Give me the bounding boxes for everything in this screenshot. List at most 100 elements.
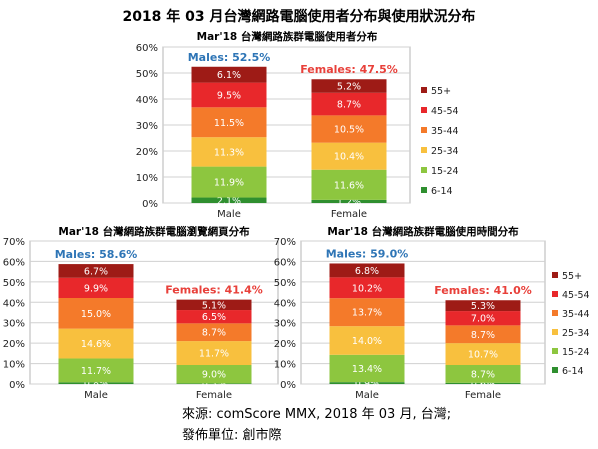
y-tick-label: 0% xyxy=(142,199,158,210)
bar-segment xyxy=(58,328,134,359)
legend-label: 45-54 xyxy=(431,106,459,117)
legend-label: 55+ xyxy=(431,86,451,97)
data-label: 2.1% xyxy=(217,196,241,207)
data-label: 0.8% xyxy=(84,379,108,390)
y-tick-label: 0% xyxy=(9,380,25,391)
y-tick-label: 50% xyxy=(3,278,25,289)
x-tick-label: Female xyxy=(465,390,501,401)
y-tick-label: 0% xyxy=(280,380,296,391)
bar-segment xyxy=(191,107,267,138)
source-line-1: 來源: comScore MMX, 2018 年 03 月, 台灣; xyxy=(182,407,452,422)
y-tick-label: 70% xyxy=(274,237,296,248)
data-label: 13.4% xyxy=(352,364,382,375)
bar-segment xyxy=(445,343,521,366)
bar-total-label: Males: 52.5% xyxy=(188,51,271,64)
bar-segment xyxy=(445,382,521,384)
bar-segment xyxy=(329,382,405,384)
data-label: 5.1% xyxy=(202,300,226,311)
legend-label: 55+ xyxy=(562,271,582,282)
data-label: 5.3% xyxy=(471,301,495,312)
y-tick-label: 50% xyxy=(274,278,296,289)
data-label: 8.7% xyxy=(337,100,361,111)
y-tick-label: 20% xyxy=(274,339,296,350)
legend-label: 6-14 xyxy=(562,366,584,377)
data-label: 5.2% xyxy=(337,82,361,93)
bar-segment xyxy=(311,92,387,116)
chart-title: Mar'18 台灣網路族群電腦瀏覽網頁分布 xyxy=(58,225,250,238)
data-label: 6.1% xyxy=(217,70,241,81)
y-tick-label: 60% xyxy=(3,257,25,268)
legend-label: 15-24 xyxy=(562,347,590,358)
data-label: 0.3% xyxy=(202,379,226,390)
legend-swatch xyxy=(421,187,427,193)
data-label: 8.7% xyxy=(471,369,495,380)
y-tick-label: 20% xyxy=(3,339,25,350)
data-label: 9.9% xyxy=(84,283,108,294)
legend-swatch xyxy=(552,348,558,354)
bar-segment xyxy=(176,383,252,384)
data-label: 6.8% xyxy=(355,266,379,277)
y-tick-label: 60% xyxy=(274,257,296,268)
bar-segment xyxy=(311,169,387,200)
y-tick-label: 30% xyxy=(136,121,158,132)
legend-label: 45-54 xyxy=(562,290,590,301)
bar-segment xyxy=(445,300,521,312)
chart-title: Mar'18 台灣網路族群電腦使用時間分布 xyxy=(327,225,519,238)
data-label: 15.0% xyxy=(81,309,111,320)
y-tick-label: 40% xyxy=(3,298,25,309)
y-tick-label: 30% xyxy=(274,319,296,330)
y-tick-label: 10% xyxy=(3,360,25,371)
legend-label: 25-34 xyxy=(431,146,459,157)
bar-total-label: Males: 58.6% xyxy=(55,248,138,261)
data-label: 10.4% xyxy=(334,152,364,163)
bar-segment xyxy=(176,299,252,311)
y-tick-label: 10% xyxy=(136,173,158,184)
data-label: 6.5% xyxy=(202,312,226,323)
bar-segment xyxy=(191,137,267,167)
bar-segment xyxy=(176,310,252,324)
data-label: 11.7% xyxy=(81,366,111,377)
y-tick-label: 10% xyxy=(274,360,296,371)
legend-swatch xyxy=(421,167,427,173)
legend-label: 6-14 xyxy=(431,186,453,197)
bar-total-label: Females: 41.4% xyxy=(165,284,263,297)
data-label: 11.3% xyxy=(214,147,244,158)
y-tick-label: 60% xyxy=(136,43,158,54)
bar-segment xyxy=(58,382,134,384)
bar-segment xyxy=(311,115,387,143)
data-label: 6.7% xyxy=(84,266,108,277)
bar-segment xyxy=(58,297,134,329)
bar-total-label: Females: 47.5% xyxy=(300,63,398,76)
source-note: 來源: comScore MMX, 2018 年 03 月, 台灣; 發佈單位:… xyxy=(182,404,451,446)
bar-segment xyxy=(445,325,521,344)
bar-segment xyxy=(58,277,134,298)
legend-label: 35-44 xyxy=(431,126,459,137)
legend-label: 15-24 xyxy=(431,166,459,177)
x-tick-label: Female xyxy=(196,390,232,401)
bar-segment xyxy=(176,341,252,366)
y-tick-label: 30% xyxy=(3,319,25,330)
bar-segment xyxy=(329,298,405,327)
x-tick-label: Male xyxy=(217,209,241,220)
bar-segment xyxy=(311,142,387,170)
bar-segment xyxy=(191,166,267,198)
bar-segment xyxy=(329,277,405,299)
bar-total-label: Males: 59.0% xyxy=(326,247,409,260)
bar-segment xyxy=(58,358,134,383)
legend-swatch xyxy=(552,367,558,373)
data-label: 7.0% xyxy=(471,314,495,325)
data-label: 11.9% xyxy=(214,178,244,189)
legend-swatch xyxy=(421,107,427,113)
bar-segment xyxy=(445,311,521,326)
data-label: 11.5% xyxy=(214,118,244,129)
data-label: 11.7% xyxy=(199,349,229,360)
legend-label: 35-44 xyxy=(562,309,590,320)
bar-segment xyxy=(445,365,521,383)
bar-segment xyxy=(176,323,252,342)
bar-segment xyxy=(329,326,405,355)
bar-segment xyxy=(191,197,267,203)
x-tick-label: Female xyxy=(331,209,367,220)
x-tick-label: Male xyxy=(84,390,108,401)
bar-segment xyxy=(191,66,267,83)
data-label: 13.7% xyxy=(352,308,382,319)
